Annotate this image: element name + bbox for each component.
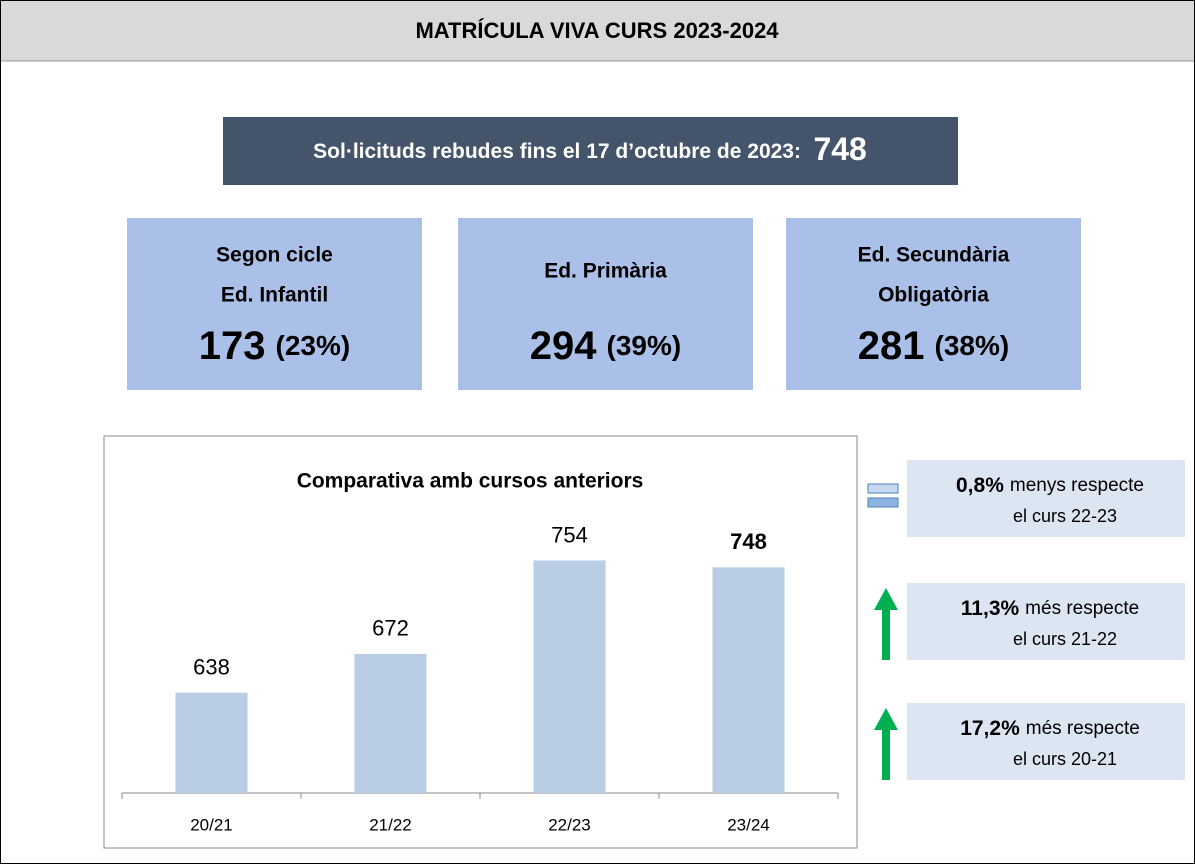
category-figure: 281 (38%) [858,324,1009,368]
category-value: 173 [199,324,266,368]
comparison-line: 11,3% més respecte [961,597,1139,620]
comparison-text: més respecte [1025,598,1139,619]
comparison-box [907,583,1185,660]
comparison-box [907,460,1185,537]
comparison-line: 17,2% més respecte [960,717,1140,740]
category-figure: 173 (23%) [199,324,350,368]
summary-value: 748 [813,131,866,167]
comparison-line: 0,8% menys respecte [956,474,1144,497]
value-label: 754 [551,522,588,547]
category-percent: (39%) [607,330,682,361]
trend-equal-icon [867,497,899,508]
comparison-box [907,703,1185,780]
category-value: 294 [530,324,597,368]
trend-up-arrow [874,708,898,780]
comparison-percent: 17,2% [960,717,1020,740]
bar [175,692,248,793]
category-value: 281 [858,324,925,368]
header-band [1,1,1194,61]
chart-title: Comparativa amb cursos anteriors [297,470,644,493]
value-label: 672 [372,616,409,641]
category-percent: (38%) [935,330,1010,361]
value-label: 638 [193,654,230,679]
x-tick-label: 22/23 [548,815,591,834]
summary: Sol·licituds rebudes fins el 17 d’octubr… [313,131,867,167]
x-tick-label: 23/24 [727,815,770,834]
category-box [458,218,753,390]
comparison-detail: el curs 21-22 [1013,629,1117,649]
comparison-text: menys respecte [1010,475,1144,496]
bar [712,567,785,793]
header-title: MATRÍCULA VIVA CURS 2023-2024 [415,18,779,43]
comparison-text: més respecte [1026,718,1140,739]
bar [533,560,606,793]
bar [354,653,427,793]
category-label: Ed. Infantil [221,284,328,307]
value-label: 748 [730,529,767,554]
category-box [786,218,1081,390]
category-figure: 294 (39%) [530,324,681,368]
category-label: Ed. Primària [544,260,667,283]
comparison-percent: 0,8% [956,474,1004,497]
category-label: Ed. Secundària [858,244,1010,267]
comparison-percent: 11,3% [961,597,1020,620]
trend-equal-icon [867,483,899,494]
category-box [127,218,422,390]
category-label: Segon cicle [216,244,333,267]
trend-up-arrow [874,588,898,660]
comparison-detail: el curs 20-21 [1013,749,1117,769]
category-percent: (23%) [276,330,351,361]
summary-box [223,117,958,185]
x-tick-label: 21/22 [369,815,412,834]
summary-label: Sol·licituds rebudes fins el 17 d’octubr… [313,140,801,163]
x-tick-label: 20/21 [190,815,233,834]
category-label: Obligatòria [878,284,989,307]
comparison-detail: el curs 22-23 [1013,506,1117,526]
